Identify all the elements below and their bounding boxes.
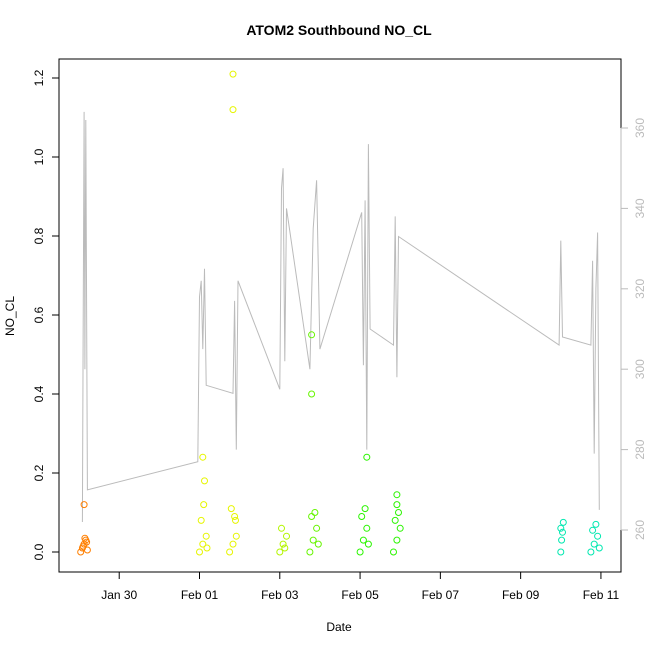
scatter-point — [393, 536, 401, 544]
y-tick-label: 1.0 — [32, 148, 46, 165]
scatter-point — [232, 532, 240, 540]
scatter-point — [308, 513, 316, 520]
y-tick-label: 0.0 — [32, 543, 46, 560]
scatter-point — [590, 540, 598, 548]
scatter-point — [361, 505, 369, 513]
scatter-point — [231, 513, 239, 520]
x-tick-label: Feb 01 — [181, 588, 219, 602]
scatter-point — [81, 534, 89, 542]
scatter-point — [557, 524, 565, 532]
x-tick-label: Feb 07 — [422, 588, 460, 602]
y2-tick-label: 300 — [633, 359, 647, 379]
scatter-points — [77, 70, 603, 556]
scatter-point — [395, 509, 402, 516]
scatter-point — [77, 548, 85, 556]
scatter-point — [313, 524, 321, 532]
y-axis: 0.0 0.2 0.4 0.6 0.8 1.0 1.2 — [32, 69, 60, 560]
scatter-point — [199, 540, 207, 548]
scatter-point — [592, 520, 600, 528]
scatter-point — [356, 548, 364, 556]
scatter-point — [281, 544, 289, 552]
scatter-point — [199, 453, 207, 461]
y2-tick-label: 280 — [633, 439, 647, 459]
scatter-point — [229, 540, 237, 548]
scatter-point — [279, 540, 287, 548]
scatter-point — [278, 524, 285, 532]
scatter-point — [393, 501, 401, 509]
scatter-point — [558, 536, 566, 544]
line-series-path — [81, 111, 600, 523]
scatter-point — [229, 70, 237, 78]
x-tick-label: Feb 09 — [502, 588, 540, 602]
scatter-point — [79, 542, 87, 550]
x-tick-label: Jan 30 — [101, 588, 137, 602]
scatter-point — [363, 453, 371, 461]
y-tick-label: 0.6 — [32, 306, 46, 323]
scatter-point — [364, 540, 372, 548]
scatter-point — [229, 106, 237, 114]
scatter-point — [200, 501, 208, 509]
scatter-point — [232, 516, 239, 524]
scatter-point — [393, 491, 401, 499]
scatter-point — [197, 516, 205, 524]
scatter-point — [559, 518, 567, 526]
scatter-point — [559, 528, 566, 536]
scatter-point — [309, 536, 317, 544]
scatter-point — [306, 548, 314, 556]
scatter-point — [311, 509, 319, 516]
y-tick-label: 1.2 — [32, 69, 46, 86]
y-axis-title: NO_CL — [3, 296, 17, 336]
scatter-point — [363, 524, 371, 532]
scatter-point — [391, 516, 399, 524]
scatter-point — [308, 331, 316, 339]
y2-tick-label: 360 — [633, 118, 647, 138]
scatter-point — [594, 532, 602, 540]
scatter-point — [80, 501, 88, 509]
x-tick-label: Feb 05 — [341, 588, 379, 602]
scatter-point — [202, 532, 210, 540]
y-tick-label: 0.2 — [32, 464, 46, 481]
line-series — [81, 111, 600, 523]
y2-tick-label: 320 — [633, 278, 647, 298]
scatter-point — [196, 548, 203, 556]
scatter-point — [203, 544, 211, 552]
scatter-point — [595, 544, 603, 552]
scatter-point — [587, 548, 595, 556]
y-tick-label: 0.8 — [32, 227, 46, 244]
scatter-point — [314, 540, 322, 548]
scatter-point — [83, 546, 91, 554]
x-axis-title: Date — [326, 620, 352, 634]
scatter-point — [283, 532, 290, 540]
x-tick-label: Feb 03 — [261, 588, 299, 602]
scatter-point — [390, 548, 397, 556]
scatter-point — [201, 477, 208, 485]
y2-tick-label: 340 — [633, 198, 647, 218]
scatter-point — [396, 524, 404, 532]
scatter-point — [83, 538, 91, 546]
scatter-point — [359, 536, 367, 544]
scatter-point — [557, 548, 565, 556]
scatter-point — [589, 526, 597, 534]
scatter-point — [227, 505, 235, 513]
x-tick-label: Feb 11 — [583, 588, 620, 602]
plot-area — [58, 58, 622, 573]
chart-title: ATOM2 Southbound NO_CL — [246, 22, 432, 38]
scatter-point — [226, 548, 234, 556]
y2-axis: 260 280 300 320 340 360 — [620, 118, 647, 540]
y2-tick-label: 260 — [633, 520, 647, 540]
scatter-point — [358, 513, 366, 520]
x-axis: Jan 30 Feb 01 Feb 03 Feb 05 Feb 07 Feb 09 Feb … — [101, 571, 620, 602]
scatter-point — [308, 390, 316, 398]
y-tick-label: 0.4 — [32, 385, 46, 402]
scatter-point — [276, 548, 284, 556]
